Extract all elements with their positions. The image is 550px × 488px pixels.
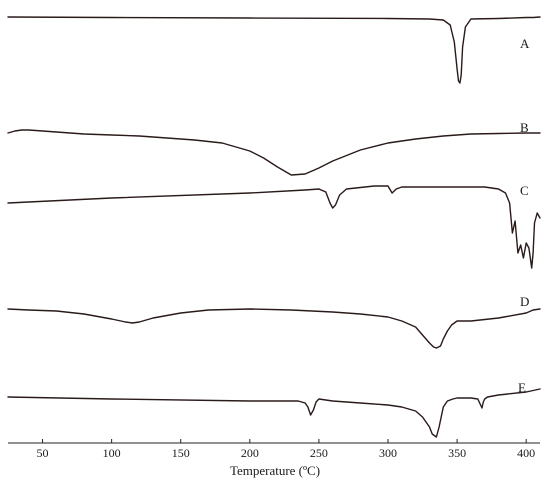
curves-group [7, 16, 541, 438]
curve-label-a: A [520, 36, 530, 51]
x-tick-label-400: 400 [517, 446, 535, 460]
x-tick-label-50: 50 [37, 446, 49, 460]
curve-d [7, 308, 541, 349]
x-axis-title: Temperature (ºC) [230, 463, 320, 478]
x-axis-ticks-group: 50 100 150 200 250 300 350 400 [37, 439, 535, 460]
x-tick-label-150: 150 [172, 446, 190, 460]
curve-b [7, 129, 541, 176]
x-tick-label-100: 100 [103, 446, 121, 460]
curve-labels-group: A B C D E [518, 36, 530, 395]
x-tick-label-250: 250 [310, 446, 328, 460]
curve-a [7, 16, 541, 84]
curve-label-d: D [520, 294, 529, 309]
x-tick-label-200: 200 [241, 446, 259, 460]
curve-label-c: C [520, 183, 529, 198]
curve-c [7, 185, 541, 269]
curve-label-b: B [520, 120, 529, 135]
curve-e [7, 388, 541, 438]
curve-label-e: E [518, 380, 526, 395]
x-tick-label-300: 300 [379, 446, 397, 460]
x-tick-label-350: 350 [448, 446, 466, 460]
